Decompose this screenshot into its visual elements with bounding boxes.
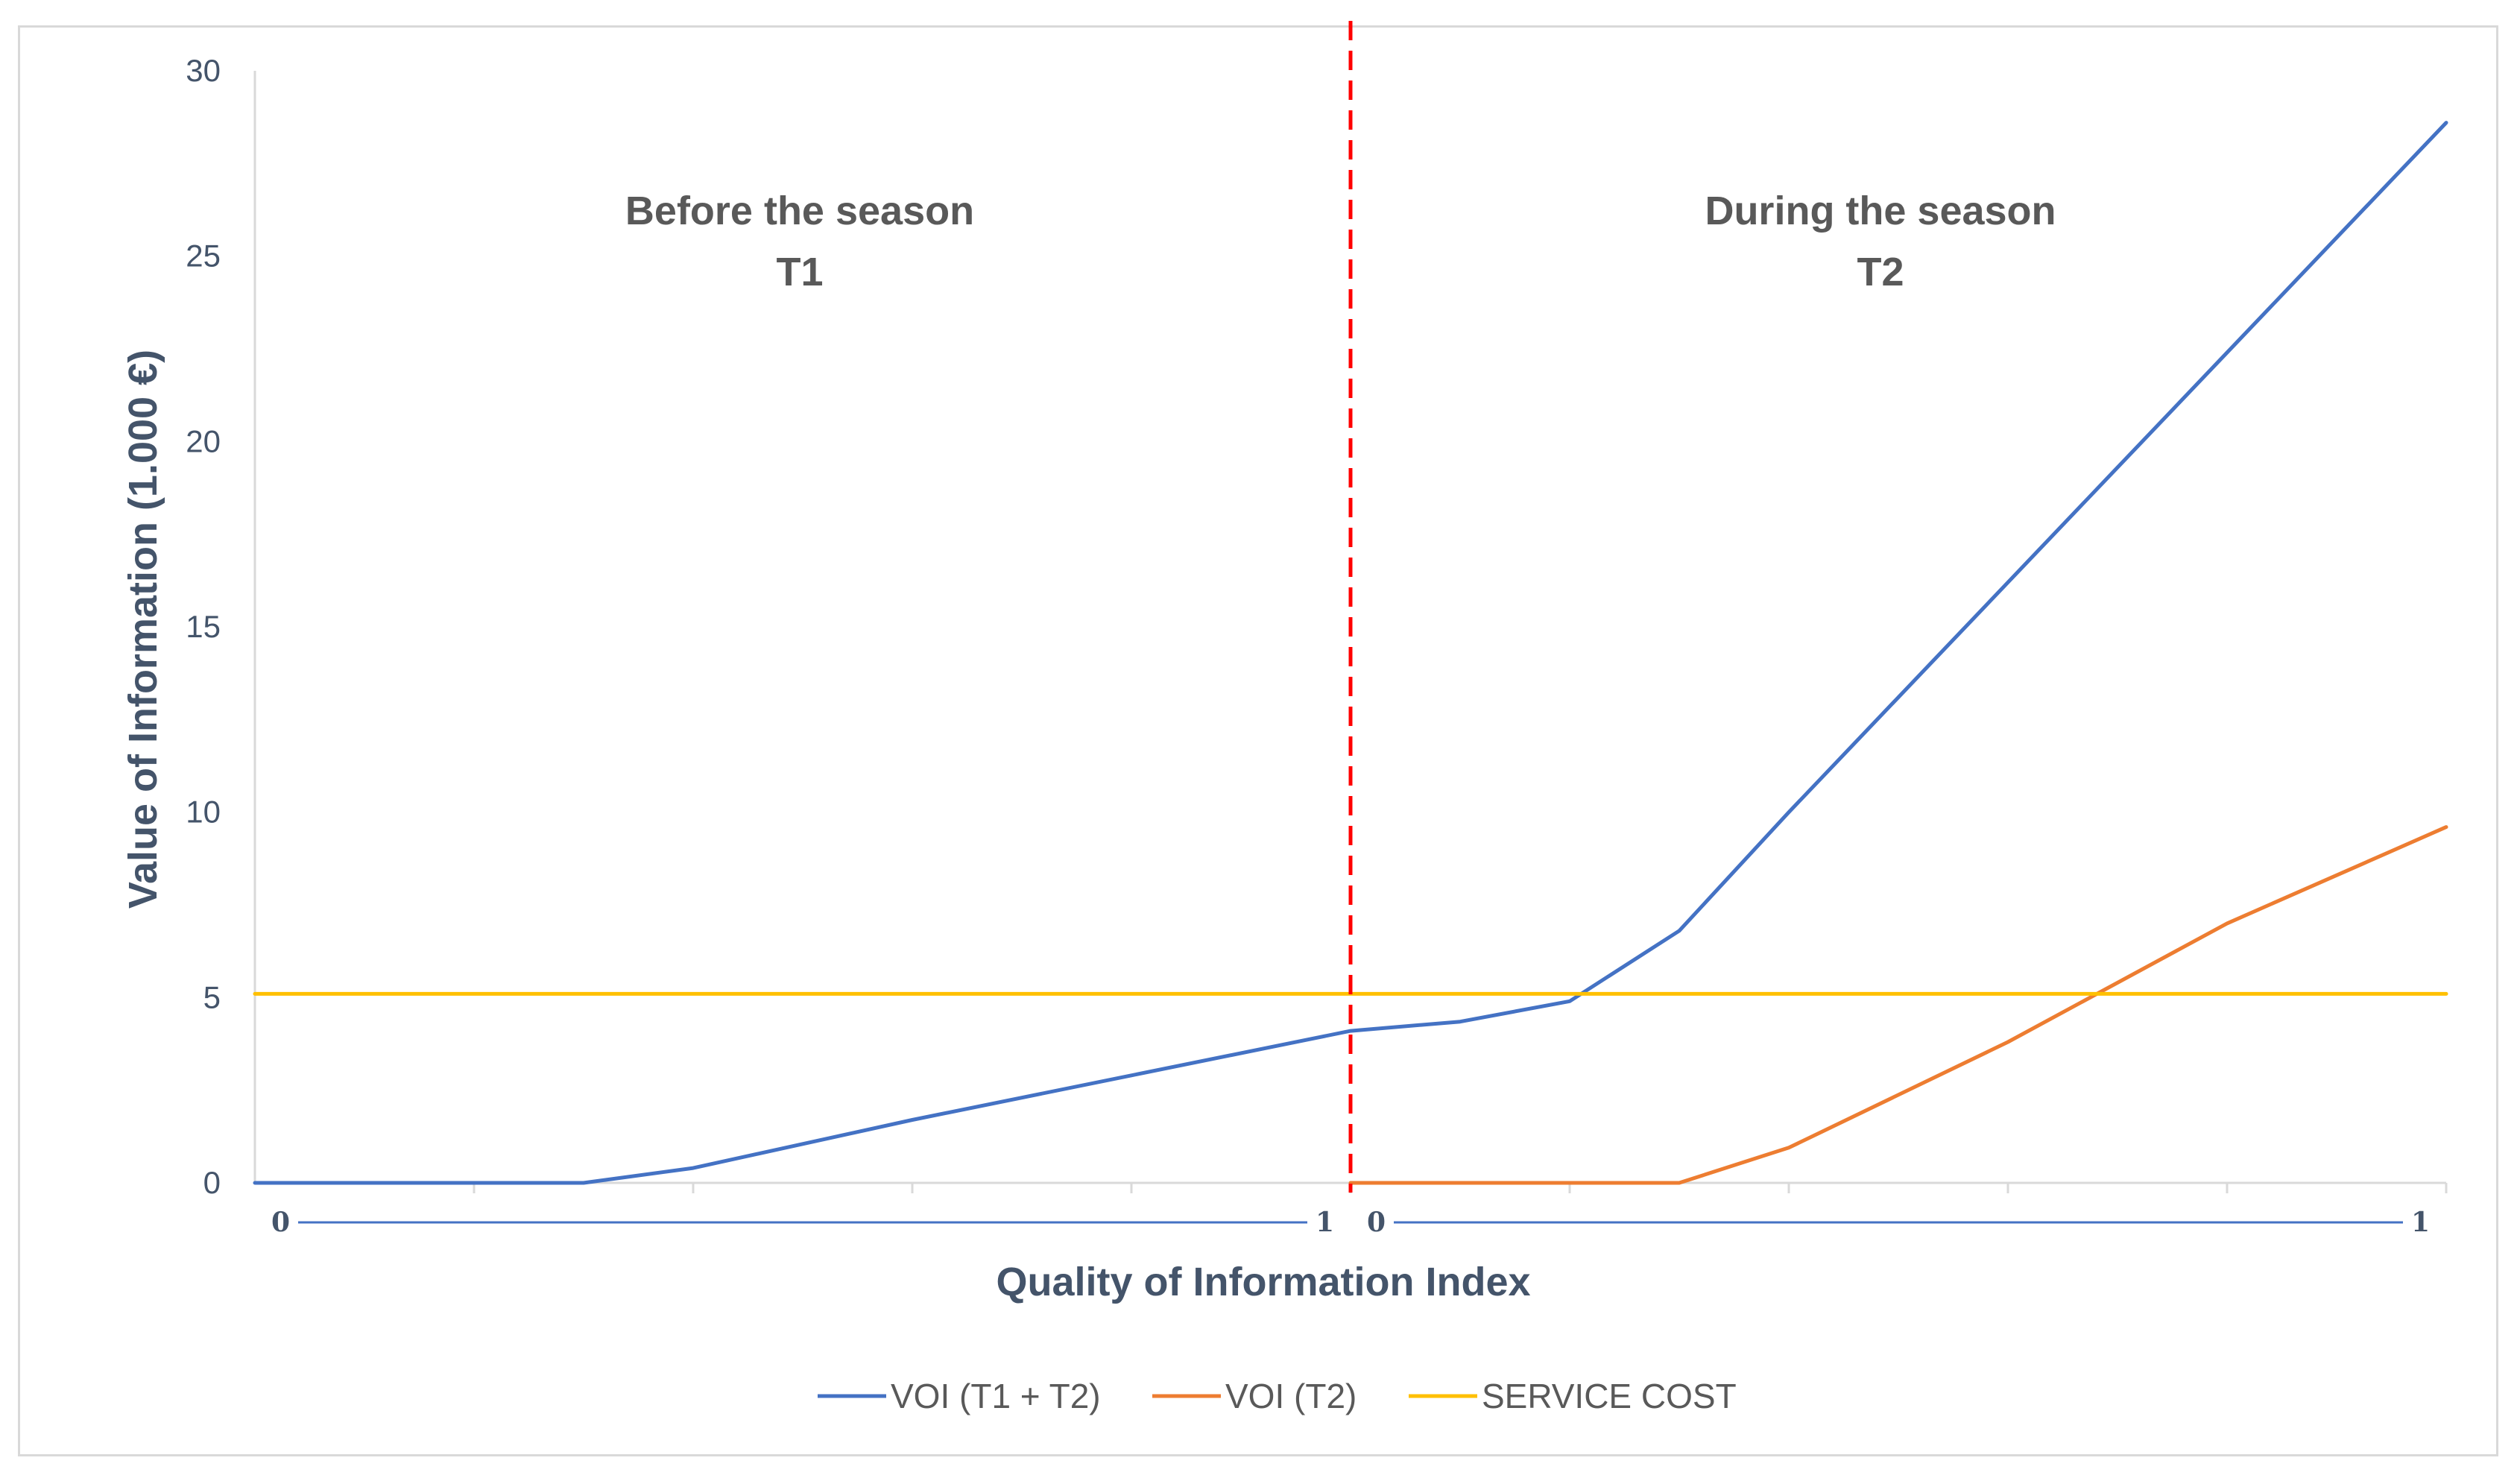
legend-label-voi-t1-t2: VOI (T1 + T2)	[891, 1377, 1101, 1415]
region-label-t1-title: Before the season	[625, 189, 974, 233]
y-tick-label: 10	[186, 795, 221, 830]
legend-label-service-cost: SERVICE COST	[1482, 1377, 1737, 1415]
region-label-t2-title: During the season	[1705, 189, 2056, 233]
region-labels-layer: Before the season T1 During the season T2	[625, 189, 2056, 294]
region-label-t2-period: T2	[1857, 250, 1904, 294]
y-tick-label: 0	[203, 1165, 221, 1200]
legend: VOI (T1 + T2) VOI (T2) SERVICE COST	[818, 1377, 1737, 1415]
x-tick-label-end-t1: 1	[1316, 1207, 1334, 1238]
x-tick-label-end-t2: 1	[2411, 1207, 2430, 1238]
y-tick-label: 30	[186, 53, 221, 88]
y-tick-label: 5	[203, 979, 221, 1014]
y-tick-label: 15	[186, 609, 221, 644]
series-line-voi-t2	[1348, 825, 2448, 1185]
y-axis-title: Value of Information (1.000 €)	[121, 350, 165, 909]
y-tick-label: 20	[186, 423, 221, 458]
legend-label-voi-t2: VOI (T2)	[1225, 1377, 1357, 1415]
y-tick-label: 25	[186, 239, 221, 274]
x-tick-label-start-t2: 0	[1367, 1207, 1386, 1238]
x-tick-label-start-t1: 0	[271, 1207, 290, 1238]
series-line-voi-t1-t2	[253, 121, 2448, 1185]
x-axis-title: Quality of Information Index	[996, 1260, 1530, 1304]
chart-frame	[18, 25, 2498, 1456]
region-label-t1-period: T1	[776, 250, 823, 294]
